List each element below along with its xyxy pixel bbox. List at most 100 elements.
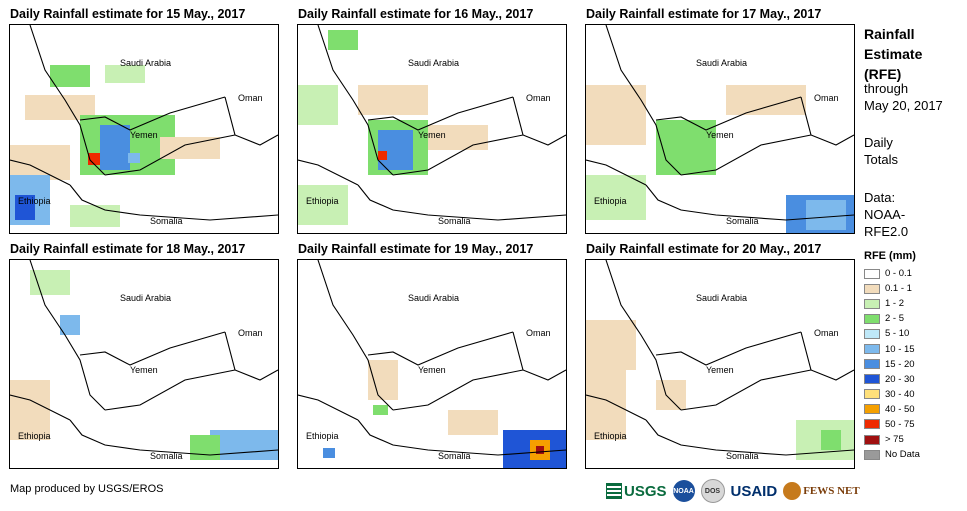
legend-title: RFE (mm) — [864, 250, 916, 262]
label-somalia: Somalia — [150, 216, 183, 226]
legend: 0 - 0.1 0.1 - 1 1 - 2 2 - 5 5 - 10 10 - 15 15 … — [864, 266, 920, 462]
through-text: through — [864, 81, 909, 96]
fews-globe-icon — [783, 482, 802, 500]
label-yemen: Yemen — [706, 365, 734, 375]
panel-title-2: Daily Rainfall estimate for 16 May., 201… — [298, 7, 534, 21]
label-ethiopia: Ethiopia — [306, 431, 339, 441]
legend-row: No Data — [864, 447, 920, 462]
logo-strip: USGS NOAA DOS USAID FEWS NET — [606, 477, 860, 505]
label-somalia: Somalia — [438, 216, 471, 226]
legend-swatch — [864, 419, 880, 430]
legend-row: 15 - 20 — [864, 357, 920, 372]
panel-title-1: Daily Rainfall estimate for 15 May., 201… — [10, 7, 246, 21]
label-ethiopia: Ethiopia — [594, 431, 627, 441]
label-somalia: Somalia — [150, 451, 183, 461]
rain-field — [323, 360, 566, 468]
label-oman: Oman — [814, 328, 839, 338]
legend-row: 10 - 15 — [864, 341, 920, 356]
totals-text: Totals — [864, 152, 898, 167]
label-oman: Oman — [526, 328, 551, 338]
legend-label: 40 - 50 — [885, 403, 915, 415]
label-yemen: Yemen — [418, 130, 446, 140]
title-line-3: (RFE) — [864, 66, 902, 82]
map-panel-4: Saudi Arabia Oman Yemen Ethiopia Somalia — [9, 259, 279, 469]
label-saudi-arabia: Saudi Arabia — [408, 58, 459, 68]
legend-swatch — [864, 389, 880, 400]
borders — [586, 25, 854, 221]
rain-field — [586, 85, 854, 233]
label-yemen: Yemen — [706, 130, 734, 140]
borders — [298, 260, 566, 456]
label-somalia: Somalia — [438, 451, 471, 461]
noaa-logo: NOAA — [672, 480, 695, 502]
legend-label: 0 - 0.1 — [885, 268, 912, 280]
panel-title-3: Daily Rainfall estimate for 17 May., 201… — [586, 7, 822, 21]
label-saudi-arabia: Saudi Arabia — [408, 293, 459, 303]
label-somalia: Somalia — [726, 451, 759, 461]
legend-swatch — [864, 268, 880, 279]
panel-title-5: Daily Rainfall estimate for 19 May., 201… — [298, 242, 534, 256]
data-source-1: NOAA- — [864, 207, 906, 222]
usaid-logo: USAID — [730, 482, 778, 500]
label-ethiopia: Ethiopia — [594, 196, 627, 206]
legend-swatch — [864, 328, 880, 339]
legend-row: 30 - 40 — [864, 387, 920, 402]
legend-label: 15 - 20 — [885, 358, 915, 370]
legend-label: 10 - 15 — [885, 343, 915, 355]
legend-row: 0 - 0.1 — [864, 266, 920, 281]
legend-row: 0.1 - 1 — [864, 281, 920, 296]
panel-title-6: Daily Rainfall estimate for 20 May., 201… — [586, 242, 822, 256]
legend-swatch — [864, 434, 880, 445]
label-oman: Oman — [526, 93, 551, 103]
legend-label: No Data — [885, 449, 920, 461]
data-label: Data: — [864, 190, 896, 205]
legend-swatch — [864, 313, 880, 324]
map-panel-5: Saudi Arabia Oman Yemen Ethiopia Somalia — [297, 259, 567, 469]
legend-swatch — [864, 449, 880, 460]
label-saudi-arabia: Saudi Arabia — [696, 293, 747, 303]
legend-row: 1 - 2 — [864, 296, 920, 311]
label-ethiopia: Ethiopia — [306, 196, 339, 206]
borders — [10, 25, 278, 221]
through-date: May 20, 2017 — [864, 98, 943, 113]
legend-swatch — [864, 344, 880, 355]
label-saudi-arabia: Saudi Arabia — [696, 58, 747, 68]
legend-swatch — [864, 283, 880, 294]
map-credit: Map produced by USGS/EROS — [10, 483, 164, 495]
legend-label: 50 - 75 — [885, 418, 915, 430]
rain-field — [10, 270, 278, 460]
panel-title-4: Daily Rainfall estimate for 18 May., 201… — [10, 242, 246, 256]
legend-row: 2 - 5 — [864, 311, 920, 326]
label-oman: Oman — [238, 328, 263, 338]
map-panel-1: Saudi Arabia Oman Yemen Ethiopia Somalia — [9, 24, 279, 234]
legend-label: > 75 — [885, 434, 904, 446]
label-oman: Oman — [238, 93, 263, 103]
daily-text: Daily — [864, 135, 893, 150]
legend-label: 30 - 40 — [885, 388, 915, 400]
legend-label: 2 - 5 — [885, 313, 905, 325]
label-oman: Oman — [814, 93, 839, 103]
legend-label: 5 - 10 — [885, 328, 910, 340]
label-saudi-arabia: Saudi Arabia — [120, 293, 171, 303]
borders — [10, 260, 278, 456]
title-line-1: Rainfall — [864, 26, 915, 42]
borders — [298, 25, 566, 221]
legend-label: 0.1 - 1 — [885, 283, 912, 295]
usgs-logo: USGS — [606, 483, 667, 500]
legend-row: 50 - 75 — [864, 417, 920, 432]
legend-label: 1 - 2 — [885, 298, 905, 310]
legend-row: 40 - 50 — [864, 402, 920, 417]
label-yemen: Yemen — [418, 365, 446, 375]
rain-field — [298, 30, 488, 225]
label-ethiopia: Ethiopia — [18, 431, 51, 441]
title-line-2: Estimate — [864, 46, 923, 62]
legend-label: 20 - 30 — [885, 373, 915, 385]
map-panel-2: Saudi Arabia Oman Yemen Ethiopia Somalia — [297, 24, 567, 234]
sidebar-title: Rainfall Estimate (RFE) — [864, 24, 922, 84]
label-yemen: Yemen — [130, 130, 158, 140]
legend-swatch — [864, 298, 880, 309]
borders — [586, 260, 854, 456]
label-ethiopia: Ethiopia — [18, 196, 51, 206]
usgs-mark-icon — [606, 483, 622, 499]
label-saudi-arabia: Saudi Arabia — [120, 58, 171, 68]
